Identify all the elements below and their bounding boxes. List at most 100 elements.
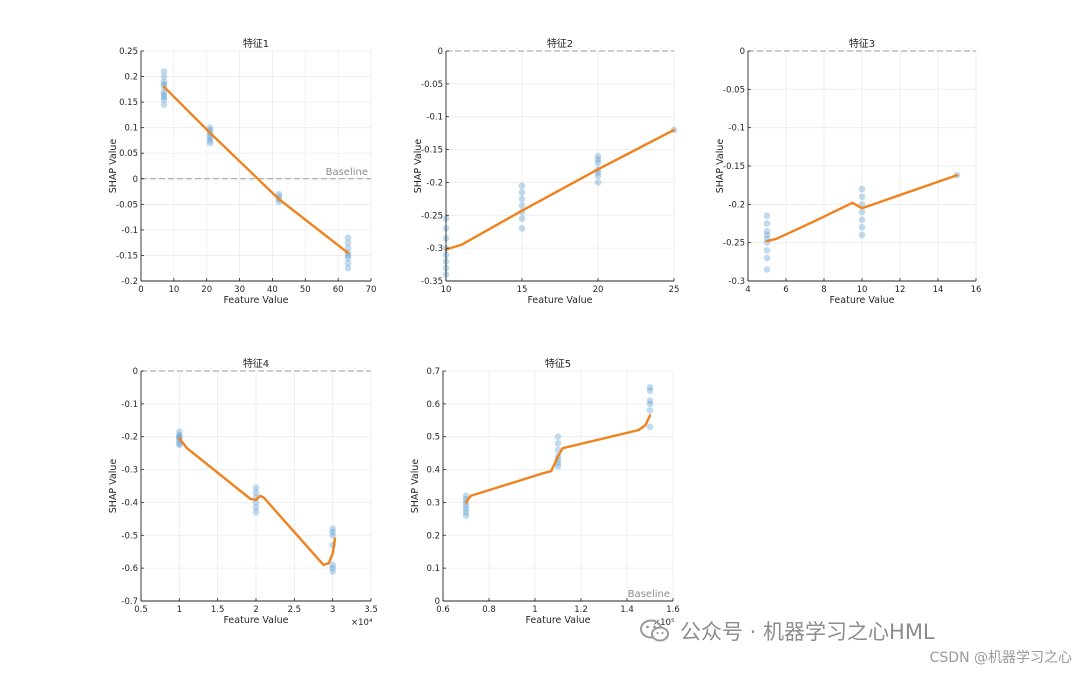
- scatter-point: [594, 152, 602, 160]
- scatter-point: [858, 216, 866, 223]
- x-tick-label: 1.4: [620, 605, 634, 615]
- x-tick-label: 0.5: [134, 605, 148, 615]
- scatter-point: [206, 139, 214, 147]
- y-tick-label: -0.15: [723, 162, 745, 172]
- trend-line: [178, 437, 337, 567]
- chart-title: 特征1: [243, 38, 269, 50]
- y-tick-label: -0.3: [728, 277, 745, 287]
- scatter-point: [160, 73, 168, 80]
- scatter-point: [160, 78, 168, 85]
- y-tick-label: -0.25: [723, 239, 745, 249]
- baseline-label: Baseline: [628, 589, 670, 600]
- scatter-point: [206, 134, 214, 142]
- scatter-point: [329, 528, 336, 536]
- y-tick-label: -0.15: [116, 251, 138, 261]
- y-tick-label: 0.6: [426, 400, 440, 410]
- scatter-point: [252, 508, 260, 516]
- scatter-point: [518, 188, 526, 196]
- scatter-point: [646, 423, 654, 431]
- y-tick-label: -0.2: [426, 178, 443, 188]
- y-tick-label: 0.2: [426, 531, 440, 541]
- chart-panel-3: 4 6 8 10 12 14 16 -0.3 -0.25 -0.2 -0.15 -0.1 -0.05 0 特…: [715, 38, 981, 306]
- scatter-point: [594, 179, 602, 186]
- scatter-point: [160, 91, 168, 98]
- y-tick-label: 0.05: [119, 149, 138, 159]
- scatter-point: [518, 182, 526, 190]
- scatter-point: [858, 185, 866, 193]
- chart-panel-5: Baseline 0.6 0.8 1 1.2 1.4 1.6 0 0.1 0.2 0.3 0.4 0.5…: [410, 358, 680, 628]
- x-tick-label: 0.6: [436, 605, 450, 615]
- scatter-point: [329, 568, 336, 575]
- x-tick-label: 1.2: [574, 605, 588, 615]
- scatter-point: [594, 172, 602, 180]
- scatter-point: [329, 561, 336, 569]
- scatter-point: [858, 224, 866, 231]
- scatter-point: [344, 252, 352, 259]
- scatter-point: [252, 484, 260, 491]
- x-tick-label: 4: [745, 285, 750, 295]
- y-tick-label: -0.15: [421, 146, 443, 156]
- scatter-point: [344, 264, 352, 272]
- x-axis-label: Feature Value: [525, 615, 590, 626]
- scatter-point: [252, 504, 260, 511]
- chart-title: 特征5: [545, 358, 571, 370]
- x-tick-label: 20: [201, 285, 212, 295]
- scatter-point: [462, 492, 470, 500]
- x-tick-label: 10: [168, 285, 179, 295]
- y-tick-label: 0.3: [426, 498, 440, 508]
- trend-line: [464, 414, 652, 504]
- x-tick-label: 60: [333, 285, 344, 295]
- y-tick-label: 0: [133, 175, 138, 185]
- y-tick-label: -0.3: [121, 466, 138, 476]
- chart-title: 特征4: [243, 358, 269, 370]
- y-tick-label: 0: [133, 367, 138, 377]
- y-tick-label: -0.7: [121, 597, 138, 607]
- y-tick-label: -0.2: [121, 277, 138, 287]
- x-tick-label: 70: [366, 285, 377, 295]
- y-tick-label: -0.1: [121, 226, 138, 236]
- y-tick-label: -0.1: [121, 400, 138, 410]
- scatter-point: [858, 193, 866, 200]
- y-tick-label: 0.15: [119, 98, 138, 108]
- y-tick-label: 0.4: [426, 466, 440, 476]
- scatter-point: [462, 505, 470, 513]
- scatter-point: [206, 137, 214, 144]
- scatter-point: [518, 215, 526, 222]
- scatter-point: [344, 244, 352, 252]
- scatter-point: [160, 93, 168, 101]
- x-tick-label: 14: [933, 285, 944, 295]
- x-axis-label: Feature Value: [829, 295, 894, 306]
- scatter-point: [763, 247, 771, 254]
- scatter-point: [594, 159, 602, 167]
- scatter-point: [160, 88, 168, 96]
- scatter-point: [646, 387, 654, 395]
- y-tick-label: 0.7: [426, 367, 440, 377]
- scatter-point: [646, 384, 654, 391]
- chart-title: 特征2: [547, 38, 573, 50]
- x-tick-label: 6: [783, 285, 788, 295]
- scatter-point: [462, 508, 470, 516]
- x-tick-label: 3: [330, 605, 335, 615]
- scatter-point: [176, 428, 183, 436]
- x-tick-label: 50: [300, 285, 311, 295]
- scatter-point: [160, 101, 168, 108]
- y-tick-label: -0.5: [121, 531, 138, 541]
- scatter-point: [176, 433, 183, 441]
- scatter-point: [160, 68, 168, 75]
- x-tick-label: 40: [267, 285, 278, 295]
- x-tick-label: 25: [669, 285, 680, 295]
- scatter-point: [206, 124, 214, 131]
- scatter-point: [344, 234, 352, 241]
- y-axis-label: SHAP Value: [108, 459, 119, 514]
- x-tick-label: 0: [138, 285, 143, 295]
- y-tick-label: -0.2: [728, 200, 745, 210]
- chart-title: 特征3: [849, 38, 875, 50]
- scatter-point: [329, 564, 336, 572]
- y-tick-label: 0.1: [426, 564, 440, 574]
- y-tick-label: -0.05: [421, 80, 443, 90]
- y-tick-label: -0.05: [723, 85, 745, 95]
- scatter-point: [462, 502, 470, 510]
- y-tick-label: 0.25: [119, 47, 138, 57]
- x-tick-label: 15: [517, 285, 528, 295]
- trend-line: [444, 128, 676, 251]
